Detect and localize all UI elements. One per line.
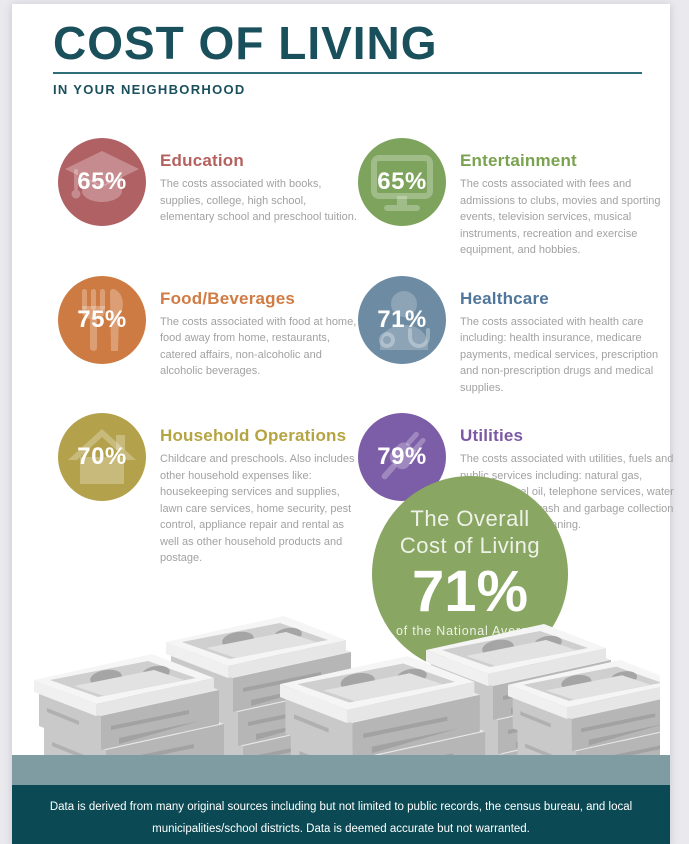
money-stacks-illustration [34, 616, 660, 757]
overall-caption-line2: Cost of Living [399, 532, 541, 558]
plug-icon [381, 431, 426, 480]
page-title: COST OF LIVING [53, 17, 438, 69]
education-title: Education [160, 151, 244, 170]
overall-circle: The Overall Cost of Living 71% of the Na… [372, 476, 568, 672]
overall-caption-line1: The Overall [410, 506, 530, 531]
utilities-title: Utilities [460, 426, 524, 445]
page-subtitle: IN YOUR NEIGHBORHOOD [53, 81, 246, 97]
entertainment-percent: 65% [377, 168, 427, 195]
utilities-circle: 79% [358, 413, 446, 501]
household-operations-title: Household Operations [160, 426, 347, 445]
food-beverages-title: Food/Beverages [160, 288, 296, 308]
education-description: The costs associated with books, supplie… [160, 178, 357, 223]
healthcare-circle: 71% [358, 275, 446, 364]
tv-icon [371, 155, 433, 211]
doctor-icon [379, 290, 430, 350]
utilities-percent: 79% [377, 443, 427, 470]
entertainment-circle: 65% [358, 138, 446, 226]
house-icon [68, 429, 136, 484]
category-education: 65% Education The costs associated with … [58, 138, 358, 259]
fork-knife-icon [82, 288, 123, 351]
category-grid: 65% Education The costs associated with … [58, 138, 674, 584]
entertainment-title: Entertainment [460, 151, 577, 170]
category-entertainment: 65% Entertainment The costs associated w… [358, 138, 672, 259]
footer: Data is derived from many original sourc… [12, 785, 670, 844]
education-percent: 65% [77, 168, 127, 195]
household-operations-description: Childcare and preschools. Also includes … [160, 453, 355, 564]
healthcare-percent: 71% [377, 305, 427, 333]
healthcare-description: The costs associated with health care in… [460, 315, 659, 394]
category-utilities: 79% Utilities The costs associated with … [358, 413, 674, 567]
footer-band [12, 755, 670, 785]
header: COST OF LIVING IN YOUR NEIGHBORHOOD [12, 4, 670, 97]
food-beverages-description: The costs associated with food at home, … [160, 315, 357, 378]
household-operations-circle: 70% [58, 413, 146, 501]
title-rule [53, 71, 642, 74]
infographic-page: COST OF LIVING IN YOUR NEIGHBORHOOD 65% … [12, 4, 674, 844]
overall-percent: 71% [411, 558, 529, 624]
category-household-operations: 70% Household Operations Childcare and p… [58, 413, 358, 567]
category-healthcare: 71% Healthcare The costs associated with… [358, 275, 672, 397]
footer-note: Data is derived from many original sourc… [49, 801, 633, 835]
graduation-cap-icon [65, 151, 139, 202]
food-beverages-circle: 75% [58, 275, 146, 364]
healthcare-title: Healthcare [460, 288, 549, 308]
food-beverages-percent: 75% [77, 305, 127, 333]
entertainment-description: The costs associated with fees and admis… [460, 178, 661, 256]
education-circle: 65% [58, 138, 146, 226]
household-operations-percent: 70% [77, 443, 127, 470]
category-food-beverages: 75% Food/Beverages The costs associated … [58, 275, 358, 397]
